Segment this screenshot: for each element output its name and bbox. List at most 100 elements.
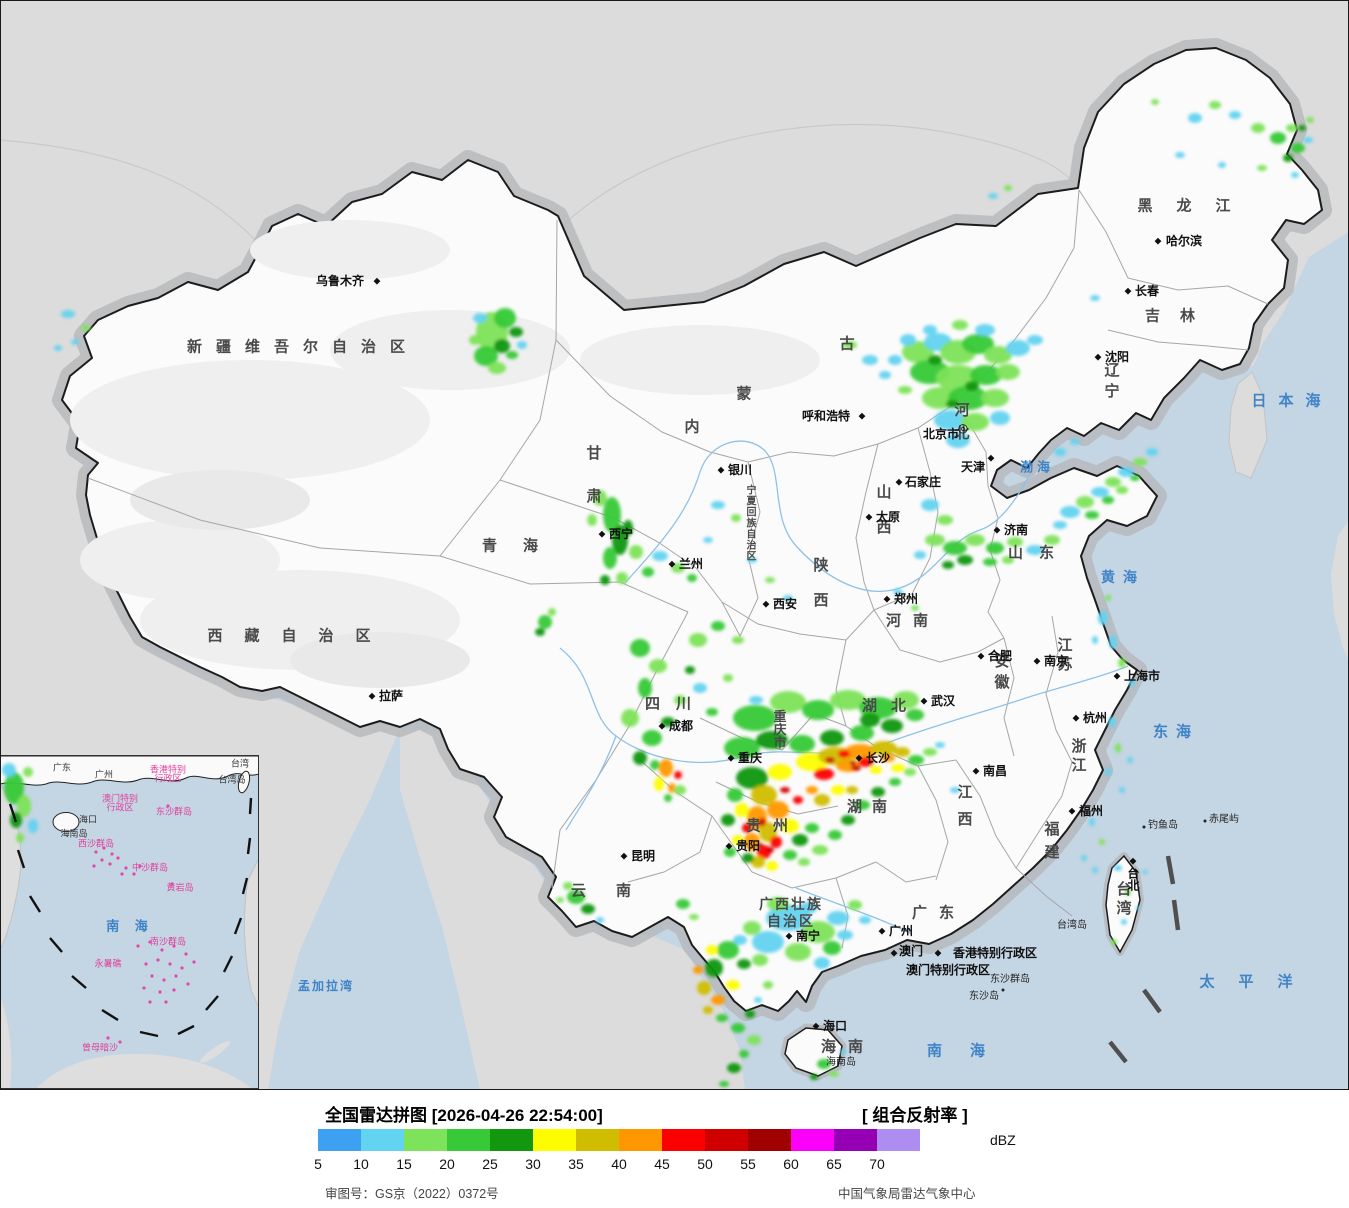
radar-echo: [726, 980, 740, 990]
radar-echo: [894, 747, 910, 757]
radar-echo: [937, 515, 953, 525]
island-dot: [100, 858, 104, 862]
nine-dash-segment: [8, 803, 18, 823]
radar-echo: [737, 959, 751, 969]
radar-echo: [1105, 595, 1111, 601]
island-dot: [108, 862, 112, 866]
radar-echo: [860, 713, 880, 727]
radar-echo: [739, 1050, 749, 1058]
radar-echo: [946, 432, 970, 448]
radar-echo: [1085, 511, 1099, 519]
radar-echo: [988, 193, 998, 199]
radar-echo: [928, 355, 942, 365]
island-dot: [180, 966, 184, 970]
radar-echo: [1099, 839, 1105, 845]
legend-tick: 20: [439, 1156, 455, 1172]
radar-echo: [1076, 496, 1094, 508]
radar-echo: [763, 981, 773, 989]
radar-echo: [767, 801, 789, 819]
radar-echo: [54, 345, 62, 351]
radar-echo: [732, 636, 744, 644]
radar-echo: [548, 608, 556, 616]
radar-echo: [61, 310, 75, 318]
radar-echo: [1116, 486, 1128, 494]
radar-echo: [674, 785, 686, 795]
radar-echo: [1114, 865, 1122, 871]
radar-echo: [742, 853, 754, 863]
radar-echo: [904, 768, 916, 776]
boundary-dash: [1165, 855, 1176, 885]
radar-echo: [724, 737, 760, 759]
legend-tick: 50: [697, 1156, 713, 1172]
radar-echo: [946, 400, 958, 408]
nine-dash-segment: [233, 917, 243, 935]
radar-echo: [1142, 870, 1148, 874]
radar-echo: [1129, 679, 1135, 687]
radar-echo: [494, 339, 510, 353]
radar-echo: [823, 941, 841, 955]
radar-echo: [975, 324, 995, 336]
legend-tick: 40: [611, 1156, 627, 1172]
radar-echo: [752, 954, 768, 966]
radar-echo: [798, 858, 810, 866]
radar-echo: [676, 899, 690, 909]
radar-echo: [858, 757, 874, 767]
radar-echo: [1105, 768, 1111, 776]
radar-echo: [1002, 556, 1014, 564]
maritime-boundary-dashes: [1108, 855, 1181, 1064]
radar-echo: [757, 843, 763, 847]
radar-echo: [719, 1081, 729, 1087]
radar-echo: [693, 683, 707, 693]
radar-echo: [661, 717, 675, 727]
radar-echo: [983, 558, 997, 566]
radar-echo: [1118, 467, 1134, 477]
radar-echo: [494, 308, 516, 328]
radar-echo: [1306, 117, 1314, 123]
radar-echo: [810, 1074, 818, 1080]
radar-echo: [2, 763, 16, 777]
island-dot: [160, 948, 164, 952]
radar-echo: [898, 386, 912, 394]
island-dot: [118, 1040, 122, 1044]
radar-echo: [1298, 125, 1306, 131]
island-dot: [148, 940, 152, 944]
radar-echo: [751, 856, 765, 868]
radar-echo: [506, 351, 518, 359]
legend-color-scale: [318, 1129, 920, 1151]
radar-echo: [768, 764, 792, 780]
radar-echo: [473, 313, 487, 323]
radar-echo: [851, 765, 861, 771]
island-dot: [184, 952, 188, 956]
radar-echo: [965, 534, 985, 546]
radar-echo: [843, 341, 857, 349]
radar-echo: [28, 819, 38, 833]
radar-echo: [767, 897, 789, 911]
radar-echo: [1111, 939, 1117, 945]
radar-echo: [616, 572, 628, 584]
island-dot: [170, 882, 174, 886]
island-dot: [186, 982, 190, 986]
radar-echo: [766, 861, 778, 871]
data-source-credit: 中国气象局雷达气象中心: [838, 1187, 976, 1201]
radar-echo: [716, 1014, 728, 1022]
island-dot: [110, 852, 114, 856]
radar-echo: [889, 778, 901, 786]
province-boundaries: [87, 189, 1269, 949]
radar-echo: [659, 759, 673, 777]
radar-echo: [900, 334, 916, 346]
island-dot: [172, 988, 176, 992]
radar-echo: [535, 628, 545, 636]
radar-echo: [781, 819, 799, 833]
radar-echo: [668, 783, 676, 793]
radar-echo: [812, 845, 828, 855]
radar-echo: [81, 325, 91, 331]
legend-tick: 10: [353, 1156, 369, 1172]
radar-echo: [587, 514, 597, 526]
island-dot: [166, 804, 170, 808]
radar-echo: [961, 413, 989, 431]
radar-echo: [469, 335, 481, 345]
radar-echo: [1175, 152, 1185, 158]
nine-dash-segment: [222, 955, 234, 973]
radar-echo: [785, 943, 811, 961]
legend-unit: dBZ: [990, 1132, 1016, 1148]
